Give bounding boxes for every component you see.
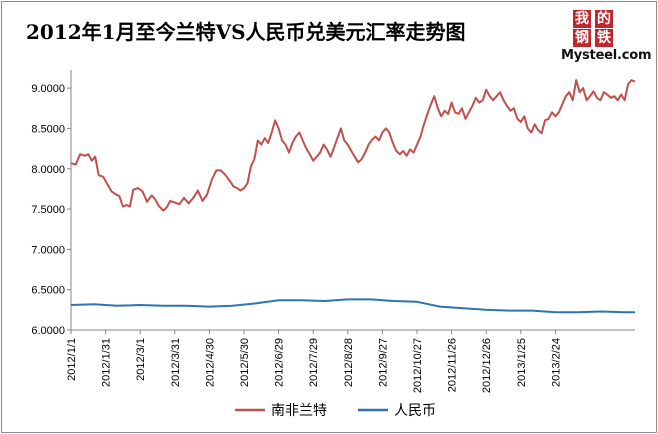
x-tick-label: 2012/12/26 — [481, 338, 493, 393]
logo-char-3: 钢 — [573, 29, 591, 47]
x-tick-label: 2012/4/30 — [204, 338, 216, 387]
series-line-1 — [70, 298, 635, 314]
x-tick-label: 2012/8/28 — [343, 338, 355, 387]
x-tick-label: 2012/3/1 — [135, 338, 147, 381]
series-lines — [70, 79, 636, 314]
mysteel-logo: 我 的 钢 铁 Mysteel.com — [555, 10, 652, 63]
chart-legend: 南非兰特 人民币 — [235, 403, 436, 419]
x-tick-label: 2012/6/29 — [274, 338, 286, 387]
x-tick-label: 2012/3/31 — [170, 338, 182, 387]
y-tick-label: 9.0000 — [31, 83, 65, 95]
logo-char-1: 我 — [573, 10, 591, 28]
x-tick-label: 2012/1/1 — [66, 338, 78, 381]
logo-brand-text: Mysteel.com — [561, 48, 652, 63]
legend-label: 南非兰特 — [271, 403, 327, 419]
y-tick-label: 7.5000 — [31, 204, 65, 216]
x-tick-label: 2012/10/27 — [412, 338, 424, 393]
x-tick-label: 2012/9/27 — [377, 338, 389, 387]
logo-char-4: 铁 — [595, 29, 613, 47]
x-tick-label: 2013/1/25 — [516, 338, 528, 387]
x-tick-label: 2012/5/30 — [239, 338, 251, 387]
x-tick-label: 2012/11/26 — [447, 338, 459, 392]
y-axis-ticks: 6.0000 6.5000 7.0000 7.5000 8.0000 8.5000 9.00… — [31, 83, 71, 337]
x-axis-ticks: 2012/1/1 2012/1/31 2012/3/1 2012/3/31 2012/4… — [66, 330, 562, 393]
legend-label: 人民币 — [394, 403, 436, 419]
chart-title: 2012年1月至今兰特VS人民币兑美元汇率走势图 — [26, 20, 466, 44]
y-tick-label: 6.5000 — [31, 285, 65, 297]
y-tick-label: 8.5000 — [31, 123, 65, 135]
x-tick-label: 2012/1/31 — [101, 338, 113, 387]
x-tick-label: 2012/7/29 — [308, 338, 320, 387]
y-tick-label: 6.0000 — [31, 325, 65, 337]
logo-char-2: 的 — [595, 10, 613, 28]
series-line-0 — [70, 79, 636, 212]
y-tick-label: 8.0000 — [31, 164, 65, 176]
x-tick-label: 2013/2/24 — [550, 338, 562, 387]
y-tick-label: 7.0000 — [31, 244, 65, 256]
